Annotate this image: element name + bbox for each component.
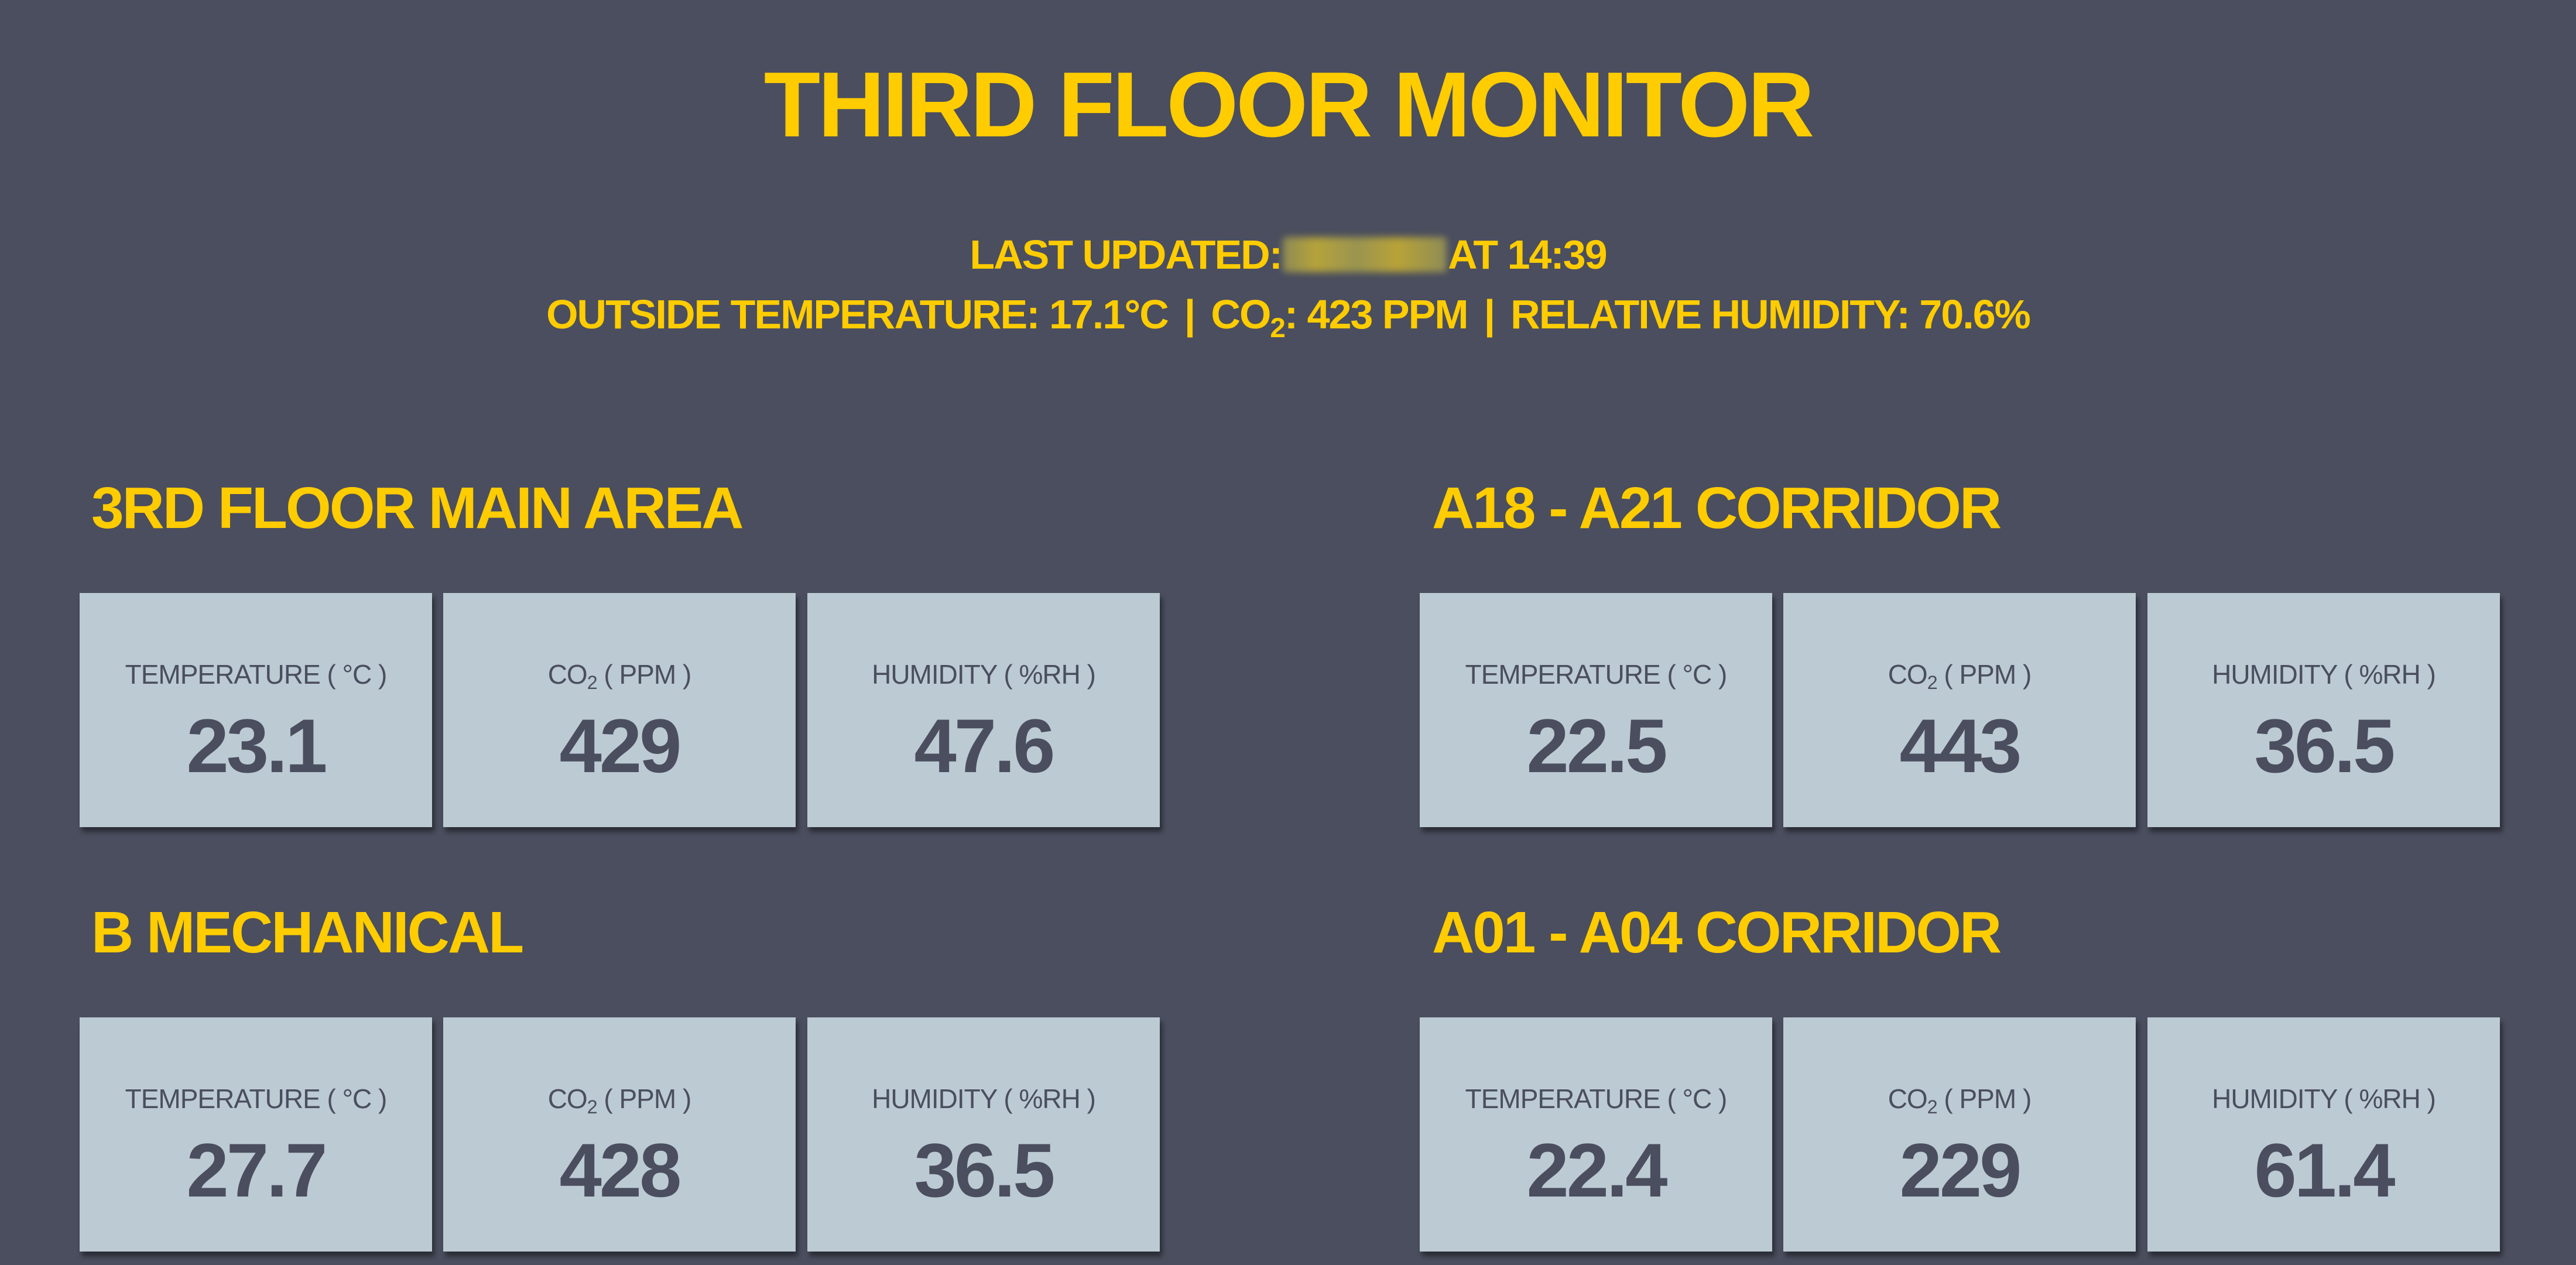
temperature-value: 27.7: [186, 1127, 327, 1213]
co2-card: CO2 ( PPM ) 429: [443, 593, 796, 827]
outside-temperature: OUTSIDE TEMPERATURE: 17.1°C: [546, 292, 1169, 337]
co2-value: 429: [559, 703, 682, 789]
temperature-card: TEMPERATURE ( °C ) 23.1: [80, 593, 432, 827]
zone-title: 3RD FLOOR MAIN AREA: [91, 475, 744, 541]
humidity-card: HUMIDITY ( %RH ) 36.5: [2147, 593, 2500, 827]
humidity-label: HUMIDITY ( %RH ): [2212, 659, 2436, 690]
temperature-card: TEMPERATURE ( °C ) 22.5: [1420, 593, 1772, 827]
co2-label: CO2 ( PPM ): [547, 1084, 692, 1118]
zone-title: B MECHANICAL: [91, 900, 524, 965]
co2-card: CO2 ( PPM ) 443: [1783, 593, 2136, 827]
humidity-label: HUMIDITY ( %RH ): [872, 659, 1096, 690]
co2-card: CO2 ( PPM ) 428: [443, 1017, 796, 1252]
humidity-label: HUMIDITY ( %RH ): [2212, 1084, 2436, 1114]
temperature-value: 22.5: [1526, 703, 1667, 789]
temperature-value: 23.1: [186, 703, 327, 789]
last-updated-label: LAST UPDATED:: [970, 232, 1283, 277]
outside-humidity: RELATIVE HUMIDITY: 70.6%: [1510, 292, 2031, 337]
separator: |: [1184, 292, 1196, 337]
co2-label: CO2 ( PPM ): [1888, 1084, 2032, 1118]
humidity-value: 36.5: [2254, 703, 2395, 789]
humidity-card: HUMIDITY ( %RH ) 47.6: [807, 593, 1160, 827]
outside-conditions-line: OUTSIDE TEMPERATURE: 17.1°C | CO2: 423 PPM…: [0, 292, 2576, 344]
humidity-value: 47.6: [914, 703, 1055, 789]
temperature-label: TEMPERATURE ( °C ): [1465, 1084, 1728, 1114]
humidity-value: 61.4: [2254, 1127, 2395, 1213]
temperature-card: TEMPERATURE ( °C ) 27.7: [80, 1017, 432, 1252]
last-updated-time: AT 14:39: [1448, 232, 1608, 277]
co2-label: CO2 ( PPM ): [1888, 659, 2032, 694]
zone-title: A18 - A21 CORRIDOR: [1432, 475, 2002, 541]
co2-value: 229: [1899, 1127, 2022, 1213]
co2-value: 428: [559, 1127, 682, 1213]
outside-co2: CO2: 423 PPM: [1211, 292, 1468, 344]
last-updated-line: LAST UPDATED: AT 14:39: [0, 234, 2576, 275]
redacted-date: [1283, 237, 1447, 272]
co2-label: CO2 ( PPM ): [547, 659, 692, 694]
temperature-label: TEMPERATURE ( °C ): [125, 659, 388, 690]
temperature-label: TEMPERATURE ( °C ): [125, 1084, 388, 1114]
zone-title: A01 - A04 CORRIDOR: [1432, 900, 2002, 965]
humidity-label: HUMIDITY ( %RH ): [872, 1084, 1096, 1114]
page-title: THIRD FLOOR MONITOR: [763, 53, 1815, 156]
co2-card: CO2 ( PPM ) 229: [1783, 1017, 2136, 1252]
humidity-card: HUMIDITY ( %RH ) 61.4: [2147, 1017, 2500, 1252]
humidity-value: 36.5: [914, 1127, 1055, 1213]
humidity-card: HUMIDITY ( %RH ) 36.5: [807, 1017, 1160, 1252]
temperature-card: TEMPERATURE ( °C ) 22.4: [1420, 1017, 1772, 1252]
temperature-value: 22.4: [1526, 1127, 1667, 1213]
co2-value: 443: [1899, 703, 2022, 789]
separator: |: [1484, 292, 1496, 337]
temperature-label: TEMPERATURE ( °C ): [1465, 659, 1728, 690]
